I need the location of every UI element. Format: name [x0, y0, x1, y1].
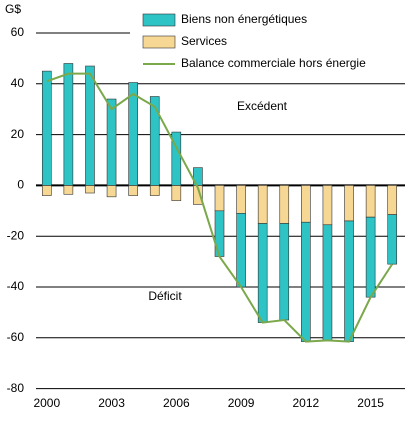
bar [85, 65, 95, 186]
bar [236, 213, 246, 288]
x-tick-label: 2012 [293, 396, 320, 410]
x-tick-label: 2009 [228, 396, 255, 410]
x-tick-label: 2006 [163, 396, 190, 410]
bar [387, 185, 398, 215]
bar [322, 224, 333, 341]
y-tick-label: -80 [7, 381, 25, 395]
bar [279, 223, 290, 321]
y-axis-label: G$ [5, 2, 21, 16]
y-tick-label: 20 [11, 127, 25, 141]
bar [387, 214, 398, 265]
y-tick-label: 0 [17, 178, 24, 192]
annotation: Excédent [237, 99, 288, 113]
legend-swatch [142, 35, 176, 49]
bar [214, 185, 225, 212]
bar [63, 63, 74, 186]
legend-label: Services [181, 34, 227, 48]
bar [171, 131, 182, 186]
legend-label: Biens non énergétiques [181, 12, 307, 26]
x-tick-label: 2003 [98, 396, 125, 410]
bars [41, 63, 398, 342]
bar [106, 185, 117, 198]
x-tick-label: 2000 [33, 396, 60, 410]
bar [128, 185, 138, 196]
bar [106, 98, 117, 186]
legend-swatch [142, 13, 176, 27]
bar [85, 185, 95, 194]
bar [365, 216, 376, 298]
bar [41, 70, 52, 186]
bar [236, 185, 246, 214]
bar [322, 185, 333, 226]
bar [171, 185, 182, 201]
y-tick-label: -40 [7, 279, 25, 293]
bar [344, 185, 354, 222]
bar [149, 96, 160, 186]
bar [41, 185, 52, 196]
legend-background [130, 8, 405, 76]
y-tick-label: 40 [11, 76, 25, 90]
bar [301, 185, 311, 223]
x-tick-label: 2015 [357, 396, 384, 410]
bar [279, 185, 290, 224]
bar [301, 221, 311, 342]
bar [257, 185, 268, 224]
y-tick-label: -20 [7, 228, 25, 242]
bar [193, 167, 203, 186]
bar [257, 223, 268, 323]
bar [149, 185, 160, 196]
line [46, 72, 394, 343]
bar [63, 185, 74, 195]
y-tick-label: -60 [7, 330, 25, 344]
bar [128, 82, 138, 186]
legend-label: Balance commerciale hors énergie [181, 56, 366, 70]
bar [344, 220, 354, 342]
bar [365, 185, 376, 218]
y-tick-label: 60 [11, 25, 25, 39]
annotation: Déficit [148, 289, 182, 303]
